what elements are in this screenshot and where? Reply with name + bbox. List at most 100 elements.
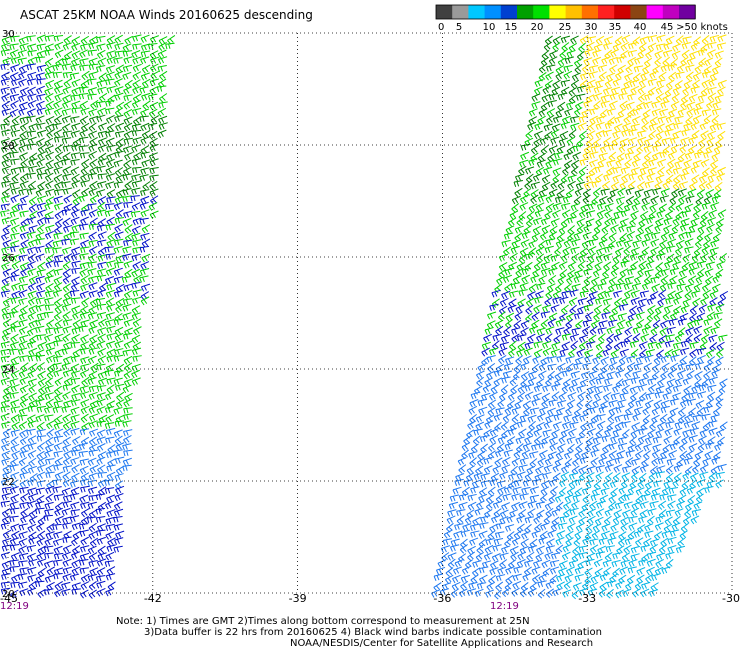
wind-barb — [629, 174, 638, 181]
wind-barb — [558, 102, 566, 111]
wind-barb — [106, 428, 115, 435]
wind-barb — [549, 400, 558, 406]
wind-barb — [622, 297, 630, 305]
wind-barb — [673, 262, 681, 269]
wind-barb — [115, 35, 123, 43]
wind-barb — [642, 122, 649, 131]
wind-barb — [532, 531, 541, 538]
wind-barb — [62, 101, 70, 109]
wind-barb — [591, 494, 600, 501]
wind-barb — [590, 152, 599, 159]
wind-barb — [528, 509, 536, 518]
wind-barb — [541, 218, 550, 225]
wind-barb — [106, 138, 114, 146]
wind-barb — [132, 174, 141, 181]
wind-barb — [682, 211, 691, 218]
wind-barb — [617, 203, 624, 212]
wind-barb — [559, 392, 567, 400]
wind-barb — [700, 472, 709, 479]
wind-barb — [528, 501, 537, 508]
wind-barb — [621, 87, 630, 94]
wind-barb — [706, 189, 714, 197]
wind-barb — [71, 342, 80, 348]
wind-barb — [577, 174, 584, 183]
wind-barb — [46, 152, 54, 160]
wind-barb — [607, 73, 615, 81]
wind-barb — [479, 575, 487, 583]
wind-barb — [617, 320, 625, 328]
wind-barb — [666, 552, 675, 559]
wind-barb — [150, 181, 158, 190]
wind-barb — [72, 190, 80, 198]
wind-barb — [28, 254, 36, 263]
wind-barb — [666, 298, 675, 304]
wind-barb — [97, 80, 106, 87]
wind-barb — [63, 574, 71, 581]
wind-barb — [635, 189, 644, 196]
wind-barb — [81, 357, 90, 364]
swath-time-label: 12:19 — [0, 601, 29, 612]
wind-barb — [538, 581, 547, 588]
wind-barb — [619, 356, 627, 365]
wind-barb — [132, 108, 141, 115]
wind-barb — [613, 568, 620, 577]
wind-barb — [453, 487, 462, 494]
wind-barb — [98, 108, 106, 116]
wind-barb — [575, 567, 584, 574]
wind-barb — [487, 363, 494, 372]
wind-barb — [63, 145, 72, 151]
wind-barb — [452, 582, 460, 590]
wind-barb — [637, 305, 645, 313]
wind-barb — [596, 80, 605, 87]
wind-barb — [645, 531, 654, 538]
wind-barb — [19, 37, 27, 45]
wind-barb — [547, 284, 555, 292]
wind-barb — [690, 51, 698, 59]
wind-barb — [671, 145, 679, 153]
wind-barb — [11, 385, 19, 392]
wind-barb — [80, 466, 88, 474]
wind-barb — [694, 108, 703, 115]
wind-barb — [11, 130, 20, 137]
wind-barb — [708, 218, 716, 226]
wind-barb — [45, 575, 54, 582]
wind-barb — [97, 437, 106, 444]
wind-barb — [562, 291, 571, 298]
wind-barb — [123, 435, 131, 443]
wind-barb — [106, 66, 115, 73]
wind-barb — [89, 72, 98, 79]
wind-barb — [434, 583, 442, 592]
wind-barb — [520, 458, 529, 465]
wind-barb — [89, 531, 97, 539]
wind-barb — [667, 327, 676, 334]
wind-barb — [1, 443, 9, 451]
wind-barb — [45, 378, 52, 387]
wind-barb — [662, 531, 671, 538]
wind-barb — [70, 232, 79, 238]
wind-barb — [640, 502, 649, 509]
wind-barb — [579, 546, 588, 552]
wind-barb — [665, 129, 674, 136]
wind-barb — [632, 203, 640, 211]
wind-barb — [615, 415, 624, 422]
wind-barb — [486, 371, 494, 379]
wind-barb — [158, 66, 167, 72]
wind-barb — [87, 517, 96, 523]
wind-barb — [584, 269, 593, 276]
wind-barb — [568, 392, 576, 400]
wind-barb — [27, 261, 35, 269]
wind-barb — [28, 567, 37, 574]
wind-barb — [116, 123, 124, 131]
wind-barb — [82, 71, 90, 80]
wind-barb — [703, 458, 711, 465]
wind-barb — [710, 73, 718, 81]
wind-barb — [593, 399, 601, 407]
wind-barb — [541, 319, 548, 328]
wind-barb — [665, 428, 673, 436]
wind-barb — [105, 480, 114, 486]
wind-barb — [2, 159, 10, 167]
wind-barb — [515, 312, 523, 321]
wind-barb — [88, 546, 96, 554]
wind-barb — [710, 166, 717, 175]
wind-barb — [611, 225, 619, 233]
